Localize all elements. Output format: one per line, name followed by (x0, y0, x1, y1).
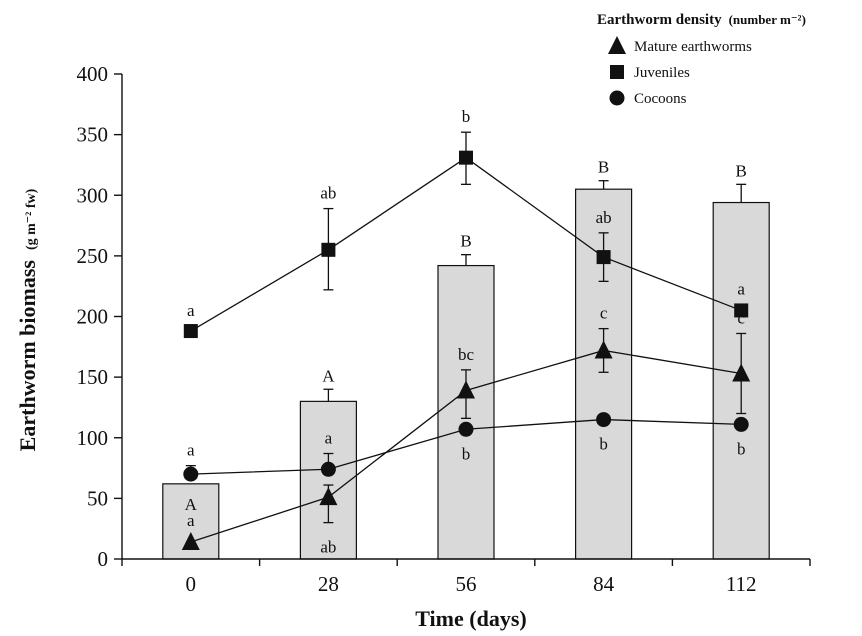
juveniles-letter-28: ab (320, 184, 336, 203)
x-tick-label-84: 84 (593, 572, 615, 596)
legend-marker-cocoons (609, 90, 625, 106)
y-axis-title-unit: (g m⁻² fw) (24, 188, 39, 250)
juveniles-marker-28 (321, 242, 336, 257)
juveniles-letter-112: a (737, 279, 745, 298)
mature-earthworms-letter-0: a (187, 511, 195, 530)
juveniles-marker-84 (596, 250, 611, 265)
mature-earthworms-marker-112 (732, 363, 751, 382)
y-tick-label-100: 100 (77, 426, 109, 450)
bar-letter-28: A (322, 366, 335, 385)
legend-label-cocoons: Cocoons (634, 91, 687, 107)
y-axis-title: Earthworm biomass (g m⁻² fw) (15, 188, 40, 451)
mature-earthworms-marker-84 (594, 340, 613, 359)
x-tick-label-28: 28 (318, 572, 339, 596)
cocoons-letter-84: b (599, 435, 608, 454)
legend-marker-juveniles (610, 65, 624, 79)
mature-earthworms-marker-56 (457, 380, 475, 399)
bar-letter-112: B (736, 161, 747, 180)
y-axis-title-main: Earthworm biomass (15, 260, 40, 452)
y-tick-label-250: 250 (77, 244, 109, 268)
x-tick-label-56: 56 (456, 572, 477, 596)
bar-letter-56: B (460, 232, 471, 251)
y-tick-label-50: 50 (87, 486, 108, 510)
mature-earthworms-letter-28: ab (320, 538, 336, 557)
y-tick-label-0: 0 (98, 547, 109, 571)
juveniles-marker-112 (734, 303, 749, 318)
cocoons-marker-56 (458, 421, 474, 437)
x-tick-label-0: 0 (186, 572, 197, 596)
cocoons-marker-84 (596, 412, 612, 428)
legend-title-unit: (number m⁻²) (729, 12, 806, 27)
cocoons-letter-112: b (737, 439, 746, 458)
y-tick-label-300: 300 (77, 183, 109, 207)
mature-earthworms-marker-0 (181, 532, 200, 551)
y-tick-label-350: 350 (77, 123, 109, 147)
cocoons-marker-0 (183, 466, 199, 482)
cocoons-letter-28: a (325, 429, 333, 448)
cocoons-letter-56: b (462, 444, 471, 463)
legend-marker-mature-earthworms (608, 36, 626, 54)
mature-earthworms-letter-112: c (737, 308, 745, 327)
y-tick-label-400: 400 (77, 62, 109, 86)
juveniles-letter-84: ab (596, 208, 612, 227)
bar-letter-0: A (185, 495, 198, 514)
cocoons-marker-28 (320, 461, 336, 477)
y-tick-label-150: 150 (77, 365, 109, 389)
x-axis-title: Time (days) (415, 606, 526, 631)
mature-earthworms-marker-28 (319, 487, 338, 506)
legend-title-main: Earthworm density (597, 12, 722, 28)
juveniles-letter-0: a (187, 301, 195, 320)
x-tick-label-112: 112 (726, 572, 757, 596)
cocoons-letter-0: a (187, 441, 195, 460)
cocoons-marker-112 (733, 416, 749, 432)
bar-letter-84: B (598, 158, 609, 177)
legend-title: Earthworm density (number m⁻²) (597, 11, 806, 28)
mature-earthworms-letter-84: c (600, 304, 608, 323)
y-tick-label-200: 200 (77, 305, 109, 329)
legend-label-mature-earthworms: Mature earthworms (634, 39, 752, 55)
legend: Earthworm density (number m⁻²) Mature ea… (597, 11, 806, 107)
mature-earthworms-letter-56: bc (458, 345, 475, 364)
legend-label-juveniles: Juveniles (634, 65, 690, 81)
bar-28 (299, 400, 357, 560)
juveniles-marker-56 (459, 150, 473, 165)
y-axis-title-group: Earthworm biomass (g m⁻² fw) (15, 188, 40, 451)
juveniles-letter-56: b (462, 107, 471, 126)
juveniles-marker-0 (183, 324, 198, 339)
